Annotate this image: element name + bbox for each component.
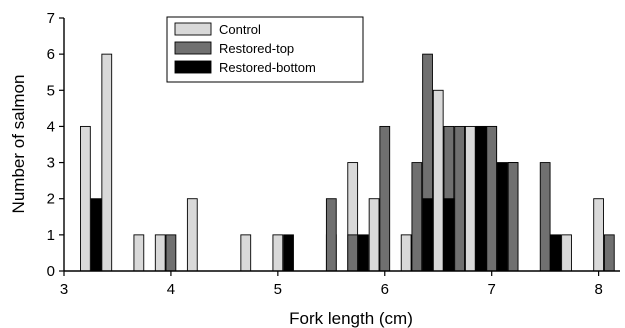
bar-control-5: [240, 234, 252, 272]
bar-restored-top-11: [603, 234, 615, 272]
bar-restored-top-3: [379, 125, 391, 272]
legend-label-restored-top: Restored-top: [219, 41, 294, 56]
bars-group: [80, 53, 615, 272]
x-tick-label: 8: [594, 281, 602, 298]
bar-control-1: [101, 53, 113, 272]
legend-label-restored-bottom: Restored-bottom: [219, 60, 316, 75]
x-tick-label: 7: [488, 281, 496, 298]
bar-control-6: [272, 234, 284, 272]
y-axis-title: Number of salmon: [9, 75, 28, 214]
bar-control-11: [432, 89, 444, 272]
y-tick-label: 4: [47, 118, 55, 135]
bar-restored-bottom-7: [550, 234, 562, 272]
bar-restored-bottom-2: [358, 234, 369, 272]
bar-control-3: [154, 234, 166, 272]
bar-control-4: [186, 198, 198, 272]
bar-restored-top-8: [486, 125, 498, 272]
bar-restored-bottom-4: [443, 198, 455, 272]
x-tick-label: 3: [60, 281, 68, 298]
bar-restored-top-1: [325, 198, 337, 272]
x-axis-title: Fork length (cm): [289, 309, 413, 328]
bar-restored-top-2: [347, 234, 359, 272]
bar-restored-bottom-5: [475, 125, 487, 272]
bar-control-0: [80, 125, 91, 272]
y-tick-label: 0: [47, 263, 55, 280]
bar-restored-bottom-1: [283, 234, 294, 272]
y-tick-label: 1: [47, 227, 55, 244]
bar-control-9: [368, 198, 380, 272]
legend-label-control: Control: [219, 22, 261, 37]
y-tick-label: 6: [47, 46, 55, 63]
legend-swatch-control: [174, 22, 212, 36]
y-tick-label: 7: [47, 10, 55, 27]
y-tick-label: 2: [47, 191, 55, 208]
x-ticks-group: 3 4 5 6 7 8: [60, 271, 603, 298]
x-tick-label: 5: [274, 281, 282, 298]
bar-control-2: [133, 234, 145, 272]
y-ticks-group: 0 1 2 3 4 5 6 7: [47, 10, 64, 280]
bar-restored-bottom-0: [90, 198, 102, 272]
y-tick-label: 3: [47, 155, 55, 172]
bar-control-17: [593, 198, 604, 272]
bar-restored-top-0: [165, 234, 177, 272]
bar-control-10: [400, 234, 412, 272]
bar-restored-top-10: [539, 162, 551, 272]
bar-restored-bottom-3: [422, 198, 433, 272]
legend-swatch-restored-bottom: [174, 60, 212, 74]
x-tick-label: 4: [167, 281, 175, 298]
bar-control-12: [464, 125, 476, 272]
bar-restored-top-4: [411, 162, 423, 272]
bar-control-16: [561, 234, 572, 272]
y-tick-label: 5: [47, 82, 55, 99]
x-tick-label: 6: [381, 281, 389, 298]
bar-restored-top-7: [454, 125, 465, 272]
bar-restored-bottom-6: [497, 162, 508, 272]
legend: Control Restored-top Restored-bottom: [166, 16, 364, 83]
legend-swatch-restored-top: [174, 41, 212, 55]
bar-restored-top-9: [507, 162, 519, 272]
